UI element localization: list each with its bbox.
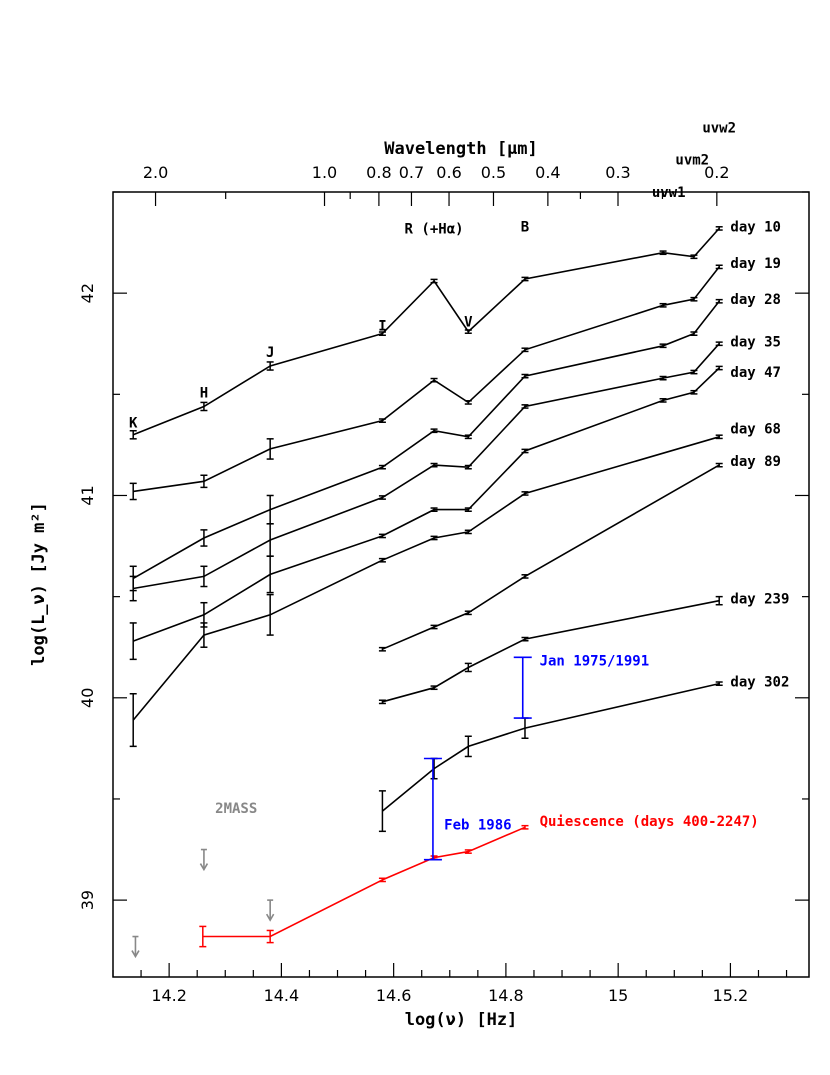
x-tick-label: 15.2 bbox=[713, 986, 749, 1005]
y-axis-title: log(L_ν) [Jy m²] bbox=[29, 502, 49, 666]
series-line-9 bbox=[202, 826, 526, 938]
y-tick-label: 42 bbox=[78, 283, 97, 303]
band-label: R (+Hα) bbox=[405, 221, 464, 237]
series-line-3 bbox=[133, 343, 720, 590]
upper-limit-head bbox=[199, 863, 209, 872]
series-label: Quiescence (days 400-2247) bbox=[540, 814, 759, 830]
mark-layer bbox=[129, 226, 723, 959]
series-line-4 bbox=[132, 367, 720, 642]
series-line-0 bbox=[132, 227, 720, 436]
y-tick-label: 41 bbox=[78, 485, 97, 505]
series-label: day 68 bbox=[730, 422, 781, 438]
plot-frame bbox=[112, 191, 810, 978]
series-label: day 28 bbox=[730, 292, 781, 308]
top-x-axis-title: Wavelength [μm] bbox=[384, 139, 538, 159]
x-tick-label: 14.8 bbox=[488, 986, 524, 1005]
band-label: B bbox=[521, 219, 529, 235]
series-layer bbox=[132, 227, 720, 938]
upper-limit-head bbox=[131, 950, 140, 959]
series-label: day 239 bbox=[730, 592, 789, 608]
series-label: day 35 bbox=[730, 335, 781, 351]
top-tick-label: 0.6 bbox=[436, 163, 461, 182]
series-line-2 bbox=[132, 300, 720, 580]
top-tick-label: 0.7 bbox=[399, 163, 424, 182]
upper-limit-head bbox=[265, 913, 275, 922]
y-tick-label: 39 bbox=[78, 890, 97, 910]
x-tick-label: 14.2 bbox=[151, 986, 187, 1005]
band-label: uvm2 bbox=[675, 153, 709, 169]
top-tick-label: 1.0 bbox=[312, 163, 337, 182]
top-tick-label: 2.0 bbox=[143, 163, 168, 182]
upper-limit-label: 2MASS bbox=[215, 801, 257, 817]
band-label: K bbox=[129, 416, 138, 432]
x-tick-label: 15 bbox=[608, 986, 628, 1005]
series-label: day 19 bbox=[730, 256, 781, 272]
top-tick-label: 0.3 bbox=[605, 163, 630, 182]
x-axis-title: log(ν) [Hz] bbox=[405, 1010, 518, 1030]
series-label: day 302 bbox=[730, 675, 789, 691]
series-label: day 47 bbox=[730, 365, 781, 381]
label-layer: Jan 1975/1991 Feb 1986 2MASS K H J I R (+Hα) V Bu… bbox=[129, 120, 789, 833]
series-line-5 bbox=[132, 436, 720, 721]
band-label: J bbox=[266, 345, 274, 361]
band-label: V bbox=[464, 314, 473, 330]
top-tick-label: 0.8 bbox=[366, 163, 391, 182]
top-tick-label: 0.5 bbox=[481, 163, 506, 182]
series-line-6 bbox=[382, 464, 720, 650]
axis-ticks: 14.2 14.4 14.6 14.8 15 15.2 2.0 1.0 0.8 0.7 0.6 0.5… bbox=[78, 163, 809, 1005]
historical-label: Feb 1986 bbox=[444, 817, 511, 833]
historical-label: Jan 1975/1991 bbox=[540, 653, 650, 669]
band-label: uvw2 bbox=[702, 120, 736, 136]
top-tick-label: 0.2 bbox=[704, 163, 729, 182]
series-label: day 89 bbox=[730, 454, 781, 470]
band-label: I bbox=[378, 319, 386, 335]
series-label: day 10 bbox=[730, 219, 781, 235]
x-tick-label: 14.4 bbox=[264, 986, 300, 1005]
band-label: uvw1 bbox=[652, 185, 686, 201]
band-label: H bbox=[200, 385, 208, 401]
x-tick-label: 14.6 bbox=[376, 986, 412, 1005]
y-tick-label: 40 bbox=[78, 688, 97, 708]
top-tick-label: 0.4 bbox=[535, 163, 560, 182]
series-line-1 bbox=[133, 266, 720, 493]
